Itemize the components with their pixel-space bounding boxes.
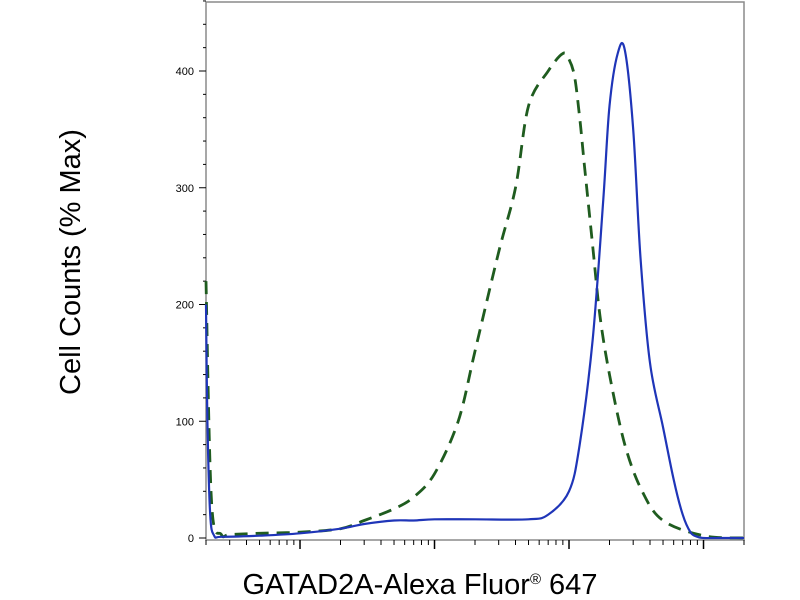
y-tick-label: 400 bbox=[176, 66, 194, 78]
x-axis-title-suffix: 647 bbox=[541, 569, 597, 600]
series-layer bbox=[204, 41, 745, 540]
plot-frame bbox=[205, 1, 745, 541]
y-tick-labels: 0 100 200 300 400 bbox=[176, 66, 194, 545]
y-tick-label: 0 bbox=[188, 533, 194, 545]
dashed-series-line bbox=[204, 51, 745, 540]
x-axis-title-main: GATAD2A-Alexa Fluor bbox=[243, 569, 531, 600]
registered-mark: ® bbox=[530, 571, 541, 588]
y-tick-label: 300 bbox=[176, 183, 194, 195]
x-axis-title: GATAD2A-Alexa Fluor® 647 bbox=[243, 569, 598, 600]
solid-series-line bbox=[204, 41, 744, 540]
axis-ticks bbox=[199, 0, 745, 549]
y-tick-label: 100 bbox=[176, 416, 194, 428]
y-axis-title: Cell Counts (% Max) bbox=[55, 129, 87, 395]
y-tick-label: 200 bbox=[176, 300, 194, 312]
